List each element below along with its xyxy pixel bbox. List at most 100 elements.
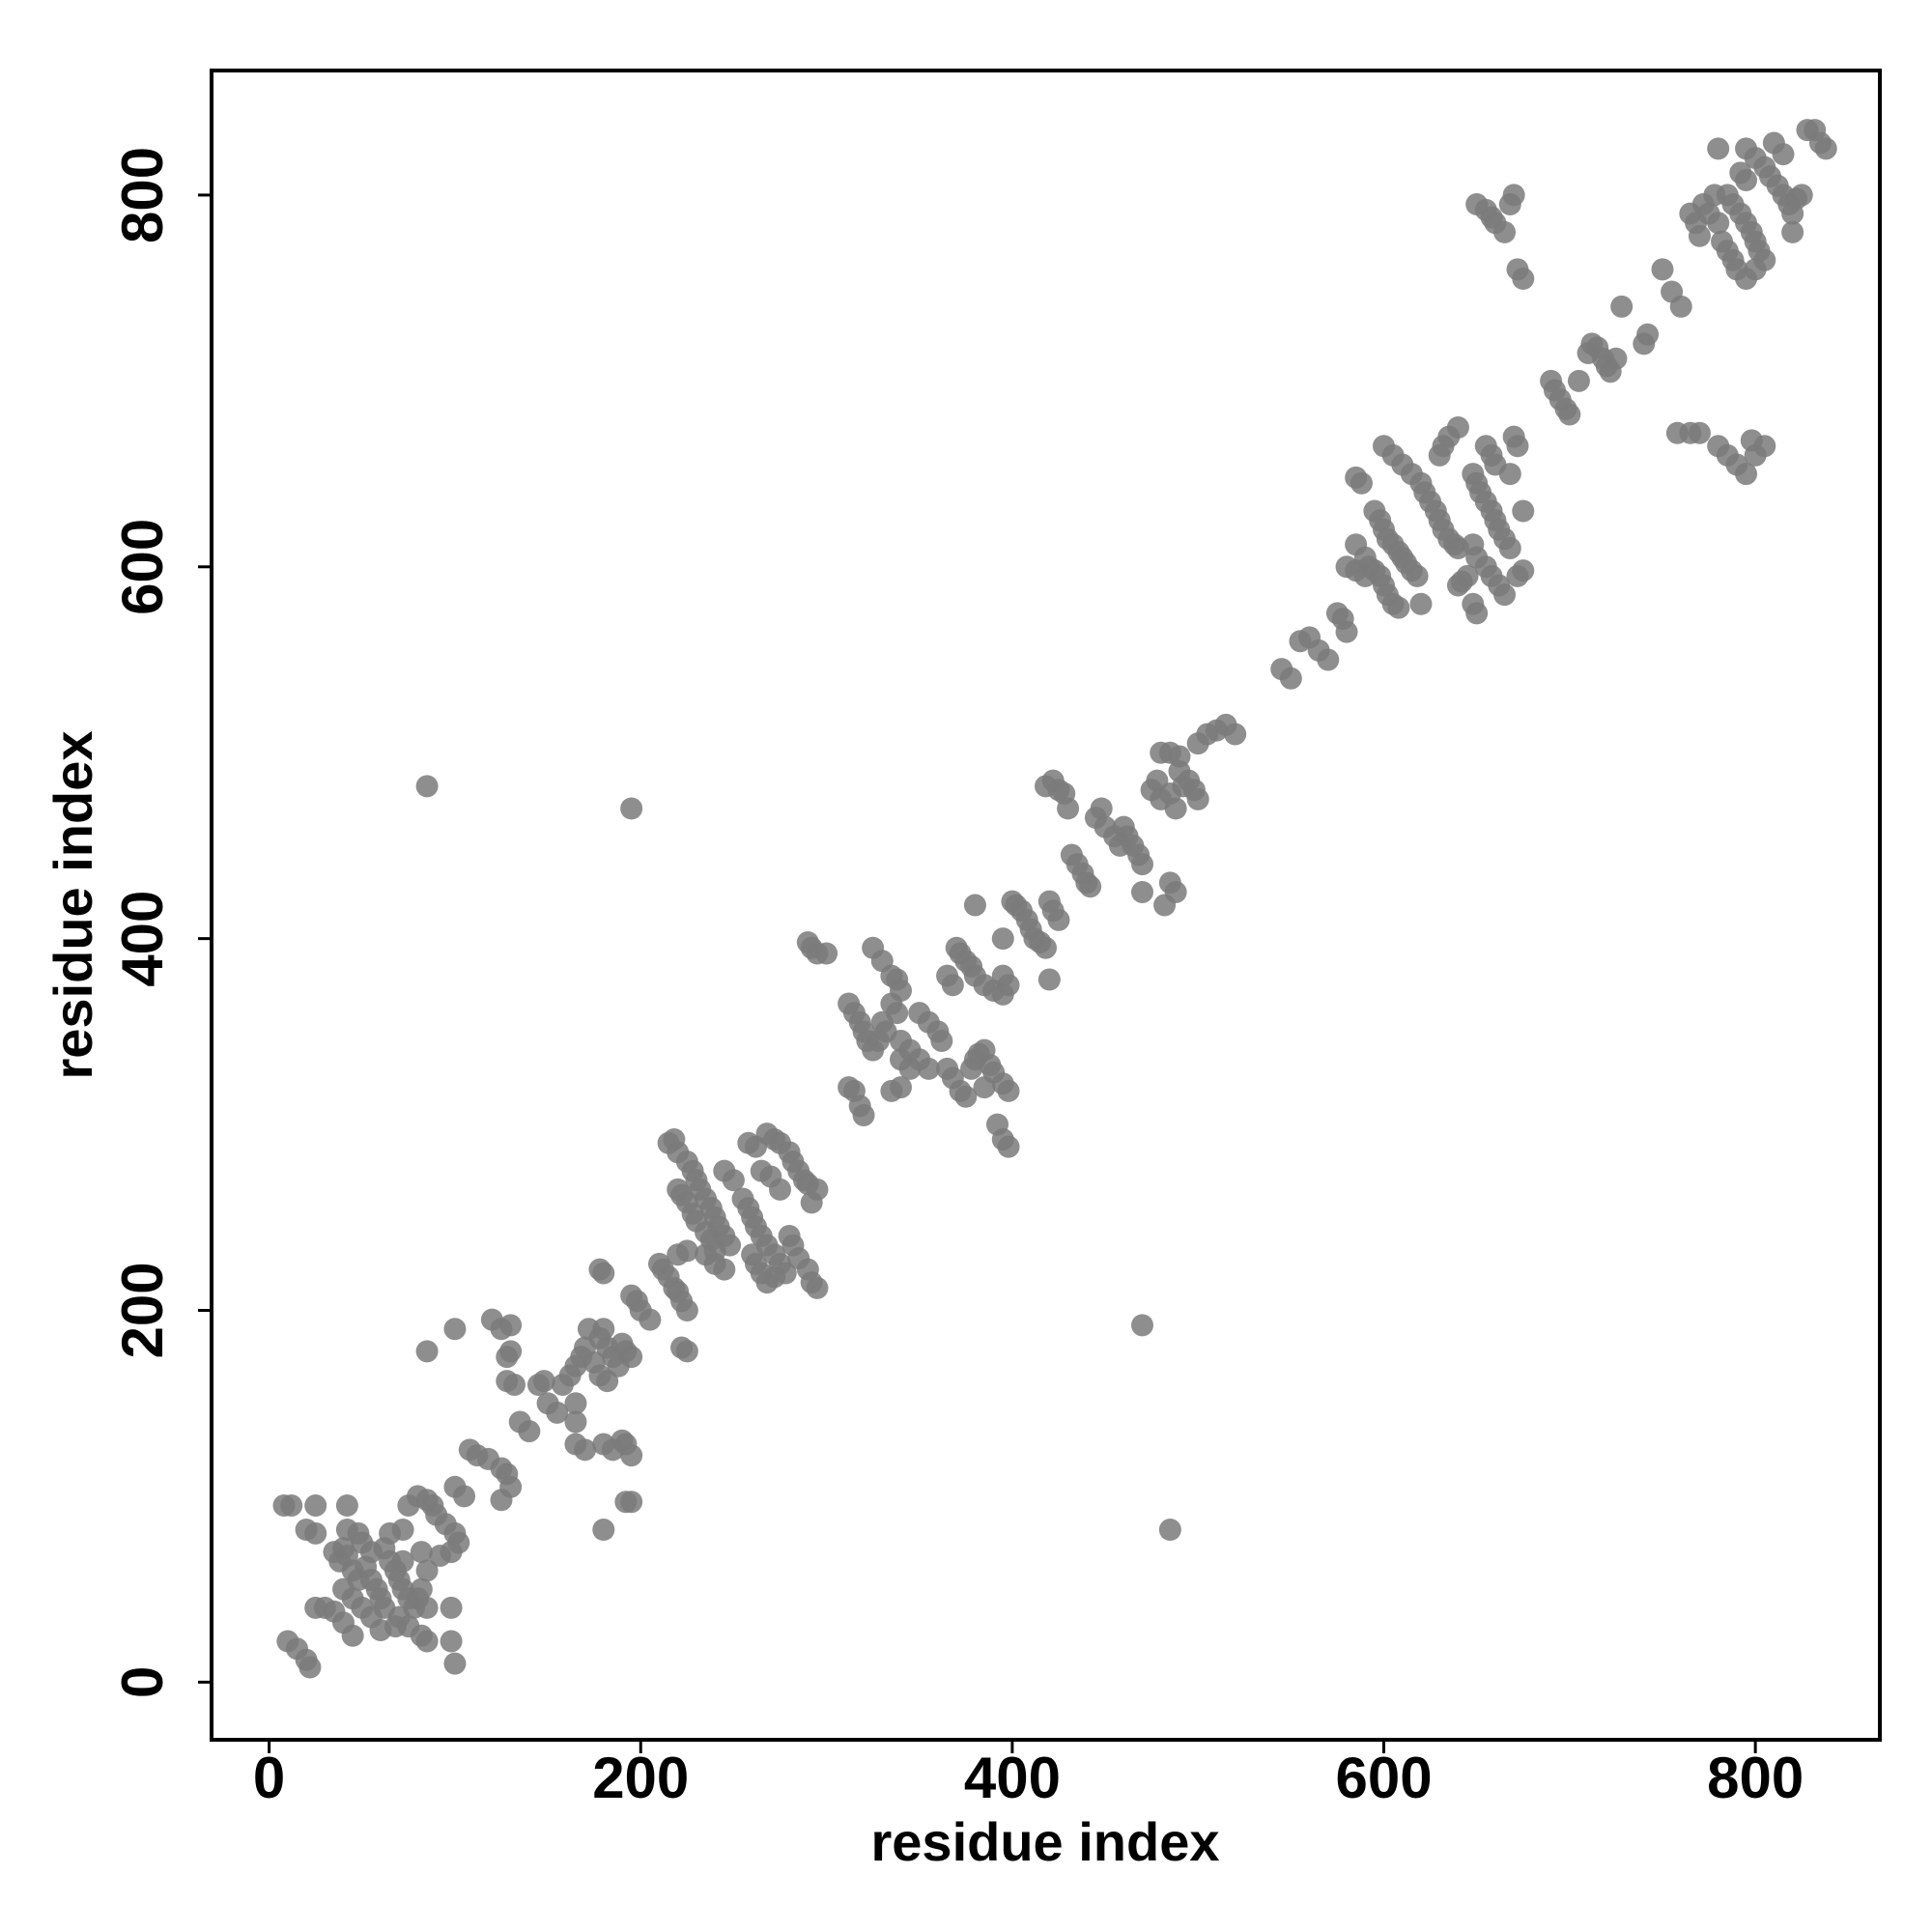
point: [806, 1276, 829, 1299]
point: [1131, 881, 1154, 904]
point: [415, 775, 439, 798]
point: [440, 1630, 463, 1653]
point: [410, 1541, 433, 1564]
point: [1150, 741, 1173, 764]
point: [443, 1652, 467, 1675]
point: [1353, 564, 1377, 587]
x-tick-label: 600: [1335, 1746, 1432, 1810]
point: [800, 1191, 823, 1214]
x-tick-label: 200: [592, 1746, 689, 1810]
point: [620, 797, 643, 820]
point: [564, 1392, 587, 1415]
point: [1605, 347, 1628, 370]
point: [620, 1491, 643, 1514]
point: [1740, 429, 1763, 452]
point: [1279, 667, 1302, 690]
point: [588, 1258, 611, 1281]
point: [440, 1596, 463, 1619]
point: [1493, 220, 1517, 243]
point: [592, 1519, 615, 1542]
point: [341, 1624, 364, 1647]
point: [1753, 248, 1776, 271]
point: [1158, 1519, 1181, 1542]
point: [574, 1438, 597, 1462]
point: [453, 1485, 476, 1508]
point: [1079, 875, 1102, 898]
point: [1688, 421, 1711, 444]
point: [304, 1521, 327, 1545]
point: [675, 1239, 698, 1263]
point: [359, 1605, 383, 1629]
y-tick-label: 400: [110, 891, 175, 987]
point: [991, 927, 1014, 951]
point: [1387, 596, 1410, 619]
point: [1131, 853, 1154, 876]
point: [1153, 894, 1177, 917]
x-tick-label: 800: [1707, 1746, 1804, 1810]
point: [1131, 1314, 1154, 1337]
y-tick-label: 800: [110, 147, 175, 243]
point: [1688, 224, 1711, 247]
point: [1456, 564, 1479, 587]
point: [546, 1401, 569, 1424]
point: [675, 1298, 698, 1321]
point: [1406, 564, 1429, 587]
point: [1335, 620, 1358, 643]
point: [695, 1243, 718, 1266]
x-axis-title: residue index: [870, 1811, 1219, 1872]
x-tick-label: 400: [964, 1746, 1061, 1810]
point: [1035, 936, 1057, 959]
point: [415, 1559, 439, 1582]
point: [1057, 797, 1080, 820]
point: [384, 1615, 407, 1638]
point: [1735, 463, 1758, 486]
point: [997, 974, 1020, 997]
point: [963, 894, 986, 917]
point: [1558, 403, 1581, 426]
point: [391, 1519, 414, 1542]
point: [499, 1340, 523, 1363]
point: [1502, 184, 1525, 207]
point: [1610, 295, 1634, 318]
point: [1669, 295, 1692, 318]
point: [1446, 415, 1469, 439]
point: [502, 1373, 526, 1396]
point: [1498, 463, 1521, 486]
y-axis-title: residue index: [43, 730, 103, 1079]
point: [1465, 602, 1489, 625]
point: [1037, 968, 1061, 991]
point: [815, 942, 838, 965]
point: [415, 1340, 439, 1363]
point: [1512, 268, 1535, 291]
point: [1772, 143, 1795, 166]
point: [1047, 908, 1070, 931]
point: [917, 1057, 940, 1080]
point: [564, 1410, 587, 1434]
point: [1512, 559, 1535, 582]
plot-frame: [210, 69, 1882, 1742]
point: [298, 1656, 322, 1679]
point: [763, 1265, 786, 1289]
point: [415, 1596, 439, 1619]
point: [1781, 220, 1804, 243]
point: [722, 1169, 745, 1192]
point: [280, 1494, 303, 1518]
point: [490, 1489, 513, 1512]
point: [499, 1314, 523, 1337]
point: [1090, 797, 1113, 820]
point: [596, 1370, 619, 1393]
point: [954, 1085, 978, 1108]
point: [898, 1057, 922, 1080]
point: [335, 1494, 358, 1518]
point: [1493, 583, 1517, 607]
point: [592, 1318, 615, 1341]
point: [620, 1346, 643, 1369]
point: [675, 1340, 698, 1363]
point: [532, 1370, 555, 1393]
point: [713, 1258, 736, 1281]
point: [930, 1029, 953, 1052]
point: [518, 1420, 541, 1443]
point: [1164, 797, 1187, 820]
point: [443, 1318, 467, 1341]
point: [1498, 537, 1521, 560]
